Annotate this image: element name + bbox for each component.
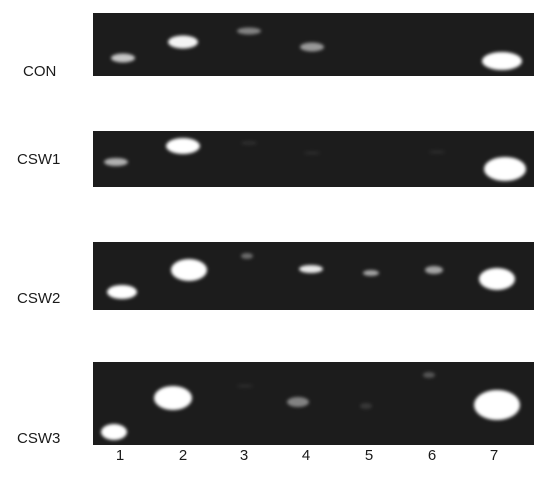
gel-image-csw1 xyxy=(104,138,526,181)
gel-panel-csw2 xyxy=(93,242,534,310)
band-csw2-lane2 xyxy=(171,259,207,281)
band-csw2-lane7 xyxy=(479,268,515,290)
band-csw3-lane4 xyxy=(287,397,309,407)
band-csw1-lane2 xyxy=(166,138,200,154)
band-csw2-lane3 xyxy=(241,253,253,259)
band-csw3-lane2 xyxy=(154,386,192,410)
band-csw3-lane5 xyxy=(360,403,372,409)
lane-number-3: 3 xyxy=(239,447,249,464)
gel-image-csw3 xyxy=(101,372,520,440)
band-csw3-lane6 xyxy=(423,372,435,378)
band-csw1-lane1 xyxy=(104,158,128,166)
band-con-lane1 xyxy=(111,53,135,63)
band-csw2-lane4 xyxy=(299,265,323,273)
lane-number-1: 1 xyxy=(115,447,125,464)
lane-number-2: 2 xyxy=(178,447,188,464)
band-csw1-lane4 xyxy=(304,151,320,155)
band-con-lane3 xyxy=(237,27,261,35)
band-con-lane2 xyxy=(168,35,198,49)
gel-image-con xyxy=(111,27,522,70)
band-csw1-lane6 xyxy=(429,150,445,154)
band-csw3-lane7 xyxy=(474,390,520,420)
band-csw2-lane1 xyxy=(107,285,137,299)
row-label-csw3: CSW3 xyxy=(17,430,61,447)
gel-panel-csw3 xyxy=(93,362,534,445)
band-csw2-lane6 xyxy=(425,266,443,274)
band-csw1-lane7 xyxy=(484,157,526,181)
lane-number-6: 6 xyxy=(427,447,437,464)
band-csw3-lane1 xyxy=(101,424,127,440)
lane-number-7: 7 xyxy=(489,447,499,464)
gel-panel-csw1 xyxy=(93,131,534,187)
band-csw2-lane5 xyxy=(363,270,379,276)
gel-panel-con xyxy=(93,13,534,76)
gel-image-csw2 xyxy=(107,253,515,299)
row-label-csw2: CSW2 xyxy=(17,290,61,307)
band-con-lane4 xyxy=(300,42,324,52)
row-label-con: CON xyxy=(23,63,57,80)
lane-number-5: 5 xyxy=(364,447,374,464)
lane-number-4: 4 xyxy=(301,447,311,464)
band-con-lane7 xyxy=(482,52,522,70)
band-csw3-lane3 xyxy=(237,384,253,388)
band-csw1-lane3 xyxy=(241,141,257,145)
row-label-csw1: CSW1 xyxy=(17,151,61,168)
